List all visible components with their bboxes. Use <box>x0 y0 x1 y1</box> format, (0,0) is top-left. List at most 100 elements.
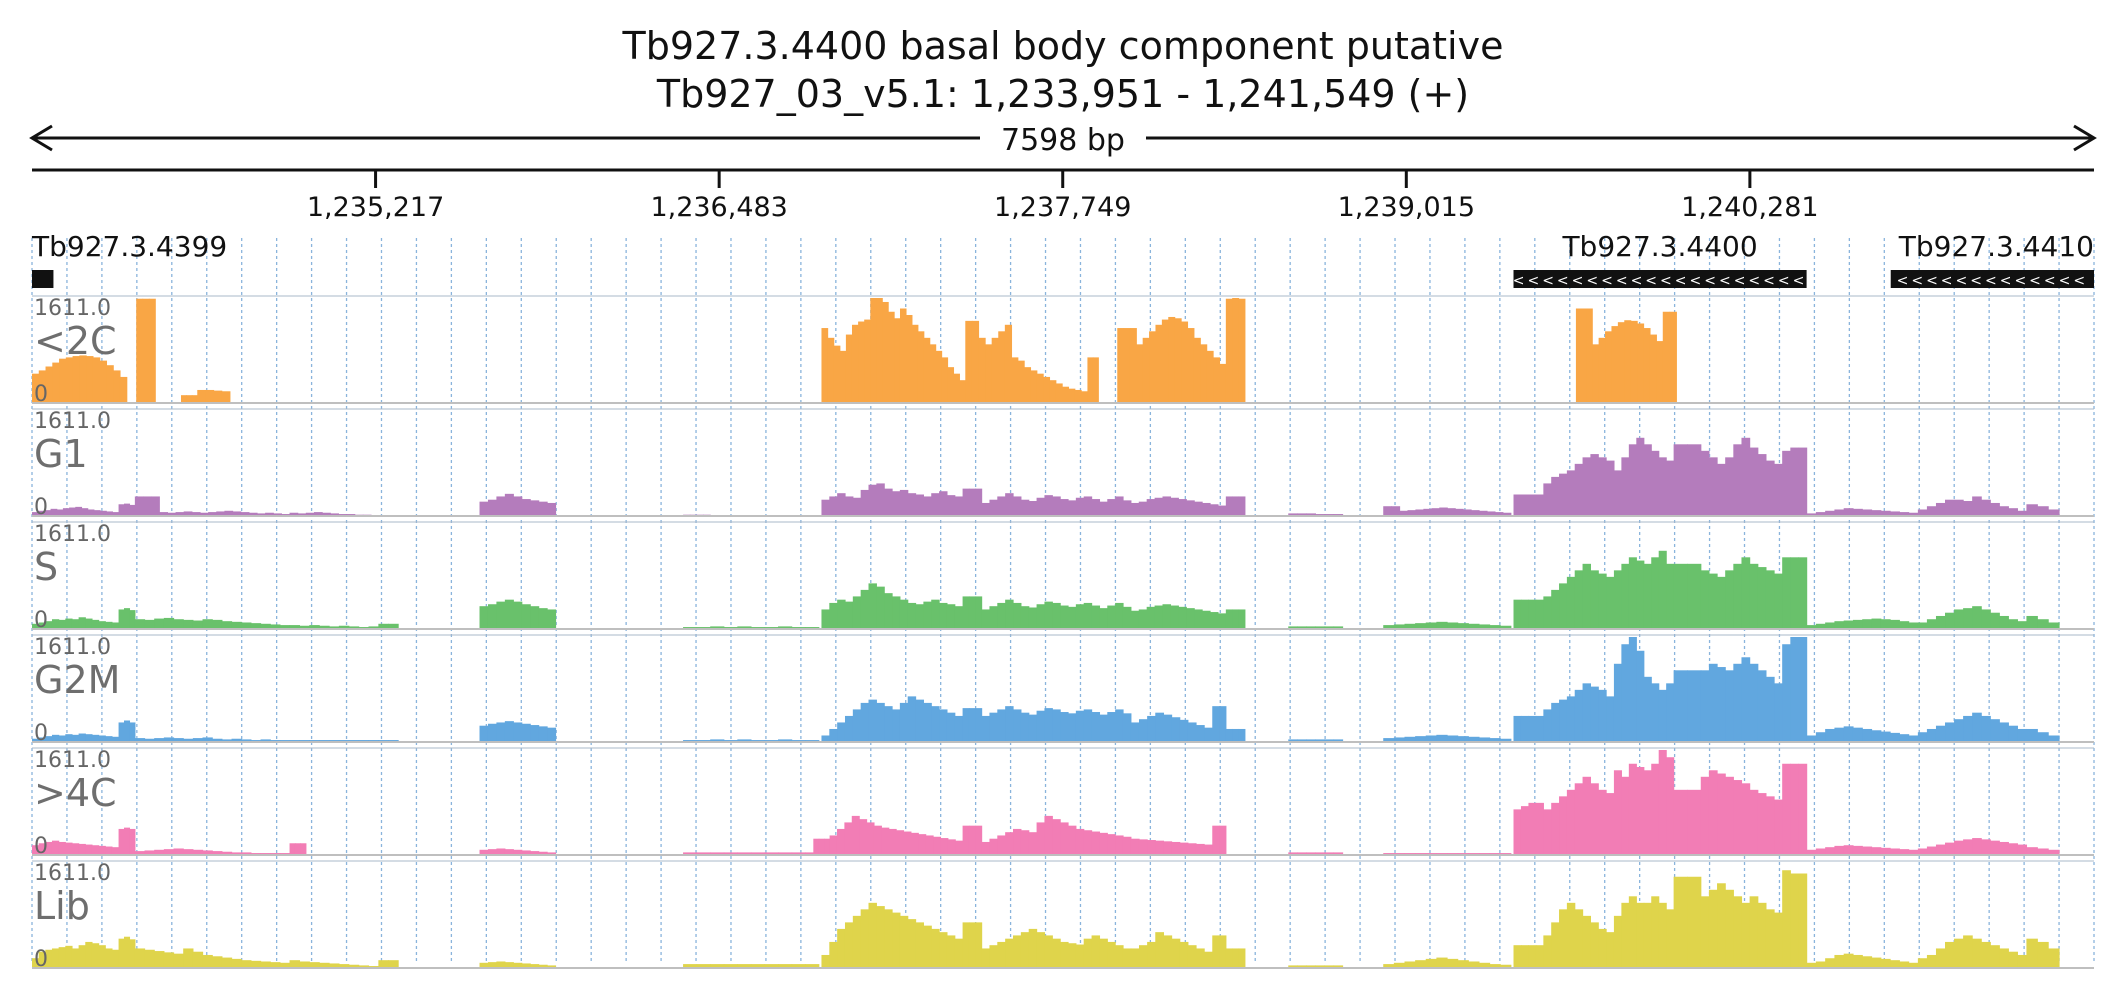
coverage-bar <box>1463 509 1472 516</box>
coverage-bar <box>38 951 46 968</box>
coverage-bar <box>1963 935 1973 968</box>
coverage-bar <box>1232 609 1240 629</box>
coverage-bar <box>212 851 223 855</box>
coverage-bar <box>92 357 101 403</box>
coverage-bar <box>85 734 93 742</box>
coverage-bar <box>1155 324 1163 403</box>
coverage-bar <box>378 960 389 968</box>
coverage-bar <box>1238 948 1246 968</box>
coverage-bar <box>1020 932 1030 968</box>
coverage-bar <box>538 851 548 855</box>
coverage-bar <box>530 964 540 968</box>
coverage-bar <box>1954 609 1964 629</box>
coverage-bar <box>183 511 193 516</box>
coverage-bar <box>1232 496 1240 516</box>
coverage-bar <box>939 491 948 516</box>
coverage-bar <box>1843 620 1854 629</box>
coverage-bar <box>1643 902 1652 968</box>
coverage-bar <box>1757 793 1767 855</box>
coverage-bar <box>1020 830 1030 855</box>
coverage-bar <box>248 512 258 516</box>
coverage-bar <box>1782 557 1791 629</box>
coverage-bar <box>1725 889 1734 968</box>
coverage-bar <box>216 511 226 516</box>
coverage-bar <box>1590 922 1599 968</box>
coverage-bar <box>1060 499 1069 516</box>
coverage-bar <box>836 828 845 855</box>
coverage-bar <box>1005 599 1014 629</box>
coverage-bar <box>1315 965 1326 968</box>
coverage-bar <box>1212 825 1220 855</box>
coverage-bar <box>923 496 932 516</box>
coverage-bar <box>866 822 875 855</box>
coverage-bar <box>1068 388 1076 403</box>
coverage-bar <box>1590 783 1599 855</box>
coverage-bar <box>881 827 890 855</box>
coverage-bar <box>1590 570 1599 629</box>
coverage-bar <box>1628 763 1637 855</box>
coverage-bar <box>1598 457 1607 516</box>
coverage-bar <box>710 964 725 968</box>
coverage-bar <box>1399 510 1409 516</box>
coverage-bar <box>289 625 301 629</box>
coverage-bar <box>1436 957 1448 968</box>
coverage-bar <box>1825 728 1836 742</box>
coverage-bar <box>1687 789 1702 855</box>
coverage-bar <box>1551 476 1560 516</box>
coverage-bar <box>2026 728 2038 742</box>
coverage-bar <box>899 702 909 742</box>
coverage-bar <box>1862 728 1873 742</box>
coverage-bar <box>1060 822 1069 855</box>
coverage-bar <box>260 623 271 629</box>
coverage-bar <box>1107 941 1116 968</box>
coverage-bar <box>737 964 752 968</box>
coverage-bar <box>971 320 980 403</box>
coverage-bar <box>2026 615 2038 629</box>
coverage-bar <box>1075 944 1085 968</box>
coverage-bar <box>1566 696 1576 742</box>
coverage-bar <box>1213 357 1221 403</box>
coverage-bar <box>1202 610 1211 629</box>
coverage-bar <box>1725 570 1734 629</box>
coverage-bar <box>1528 494 1537 516</box>
coverage-bar <box>1741 557 1751 629</box>
coverage-bar <box>1917 958 1928 968</box>
track-ymin-label: 0 <box>34 382 48 407</box>
coverage-bar <box>45 949 53 968</box>
coverage-bar <box>1020 712 1030 742</box>
coverage-bar <box>860 489 870 516</box>
coverage-bar <box>1115 496 1124 516</box>
coverage-bar <box>844 601 854 629</box>
coverage-bar <box>1171 938 1181 968</box>
coverage-bar <box>1225 948 1233 968</box>
coverage-bar <box>764 964 779 968</box>
coverage-bar <box>1606 696 1615 742</box>
coverage-bar <box>163 849 175 855</box>
coverage-bar <box>1806 625 1817 629</box>
coverage-bar <box>2048 509 2060 516</box>
coverage-bar <box>1513 494 1522 516</box>
coverage-bar <box>821 328 829 403</box>
coverage-bar <box>1806 513 1817 516</box>
coverage-bar <box>173 848 184 855</box>
coverage-bar <box>892 596 901 629</box>
coverage-bar <box>975 488 983 516</box>
coverage-bar <box>65 734 73 742</box>
coverage-bar <box>270 962 281 968</box>
coverage-bar <box>1662 311 1671 403</box>
coverage-bar <box>1044 708 1053 742</box>
coverage-bar <box>1315 739 1326 742</box>
coverage-bar <box>997 496 1006 516</box>
coverage-bar <box>1605 331 1613 403</box>
coverage-bar <box>1852 954 1863 968</box>
coverage-bar <box>1306 626 1316 629</box>
coverage-bar <box>1186 608 1195 629</box>
coverage-bar <box>1513 715 1522 742</box>
coverage-bar <box>1790 637 1800 742</box>
coverage-bar <box>813 838 820 855</box>
coordinate-ticks: 1,235,217 1,236,483 1,237,749 1,239,015 1,24… <box>307 170 1819 223</box>
coverage-bar <box>791 852 806 855</box>
coverage-bar <box>78 617 86 629</box>
coverage-bar <box>968 488 976 516</box>
